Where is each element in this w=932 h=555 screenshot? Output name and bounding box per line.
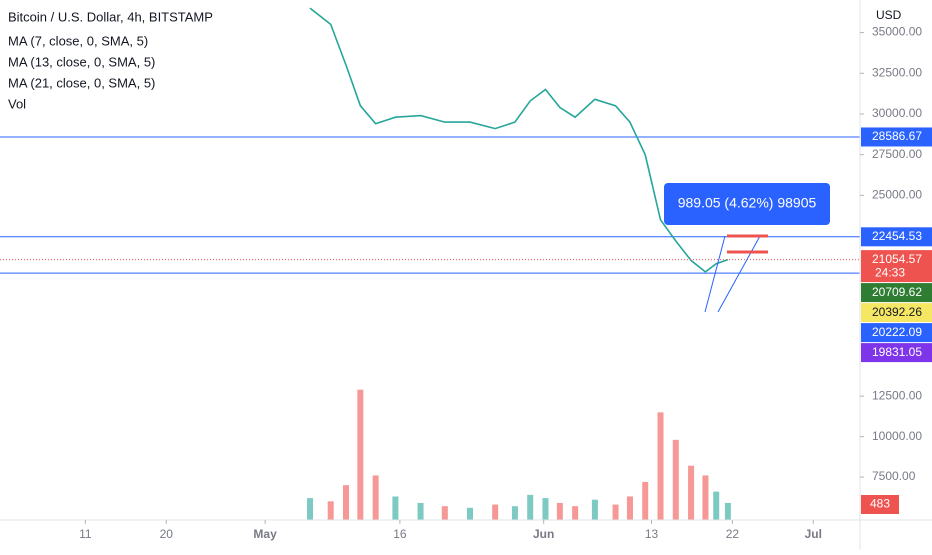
price-label: 22454.53: [872, 229, 922, 243]
x-tick-label: 13: [645, 527, 659, 541]
volume-bar: [466, 507, 473, 520]
x-tick-label: 11: [79, 527, 92, 541]
x-tick-label: 22: [726, 527, 740, 541]
y2-tick-label: 12500.00: [872, 388, 922, 402]
volume-bar: [492, 504, 499, 520]
legend-study: MA (7, close, 0, SMA, 5): [8, 33, 148, 48]
countdown: 24:33: [875, 265, 905, 279]
price-label-bg: [861, 250, 932, 283]
price-label: 19831.05: [872, 345, 922, 359]
price-label-bg: [861, 227, 932, 247]
volume-label: 483: [870, 497, 890, 511]
volume-bar: [511, 506, 518, 520]
plot-area: [0, 7, 860, 520]
volume-bar: [342, 485, 349, 520]
legend-study: MA (21, close, 0, SMA, 5): [8, 75, 155, 90]
y-tick-label: 32500.00: [872, 65, 922, 79]
drawing-line: [717, 235, 761, 313]
x-tick-label: 20: [160, 527, 174, 541]
volume-bar: [591, 499, 598, 520]
y-tick-label: 27500.00: [872, 147, 922, 161]
legend-volume: Vol: [8, 96, 26, 111]
y2-tick-label: 7500.00: [872, 469, 916, 483]
y-tick-label: 35000.00: [872, 25, 922, 39]
volume-bar: [556, 502, 563, 520]
price-label: 20222.09: [872, 325, 922, 339]
volume-bar: [657, 412, 664, 520]
price-label-bg: [861, 127, 932, 147]
volume-bar: [713, 491, 720, 520]
price-label: 21054.57: [872, 252, 922, 266]
volume-bar: [642, 481, 649, 520]
volume-bar: [612, 504, 619, 520]
volume-bar: [626, 496, 633, 520]
y-tick-label: 30000.00: [872, 106, 922, 120]
legend-title: Bitcoin / U.S. Dollar, 4h, BITSTAMP: [8, 9, 213, 24]
volume-bar: [672, 439, 679, 520]
measure-text: 989.05 (4.62%) 98905: [678, 195, 817, 211]
volume-bar: [327, 501, 334, 520]
price-label: 20709.62: [872, 285, 922, 299]
x-tick-label: 16: [393, 527, 407, 541]
drawing-line: [704, 235, 726, 313]
x-tick-label: Jul: [805, 527, 822, 541]
volume-bar: [542, 498, 549, 520]
volume-bar: [307, 498, 314, 520]
volume-bar: [392, 496, 399, 520]
price-label-bg: [861, 323, 932, 343]
price-line-series: [309, 7, 729, 273]
measure-box: [664, 183, 830, 225]
volume-bar: [417, 502, 424, 520]
volume-bar: [572, 506, 579, 520]
y2-tick-label: 10000.00: [872, 429, 922, 443]
volume-bar: [357, 389, 364, 520]
x-tick-label: May: [253, 527, 277, 541]
price-label: 20392.26: [872, 305, 922, 319]
volume-bar: [702, 475, 709, 520]
volume-bar: [688, 465, 695, 520]
volume-bar: [724, 502, 731, 520]
volume-bar: [372, 475, 379, 520]
legend-study: MA (13, close, 0, SMA, 5): [8, 54, 155, 69]
price-label-bg: [861, 343, 932, 363]
price-label-bg: [861, 303, 932, 323]
x-tick-label: Jun: [533, 527, 554, 541]
volume-label-bg: [861, 495, 899, 514]
currency: USD: [876, 8, 902, 22]
volume-bar: [441, 506, 448, 520]
price-label: 28586.67: [872, 129, 922, 143]
y-tick-label: 25000.00: [872, 188, 922, 202]
volume-bar: [527, 494, 534, 520]
price-label-bg: [861, 283, 932, 303]
